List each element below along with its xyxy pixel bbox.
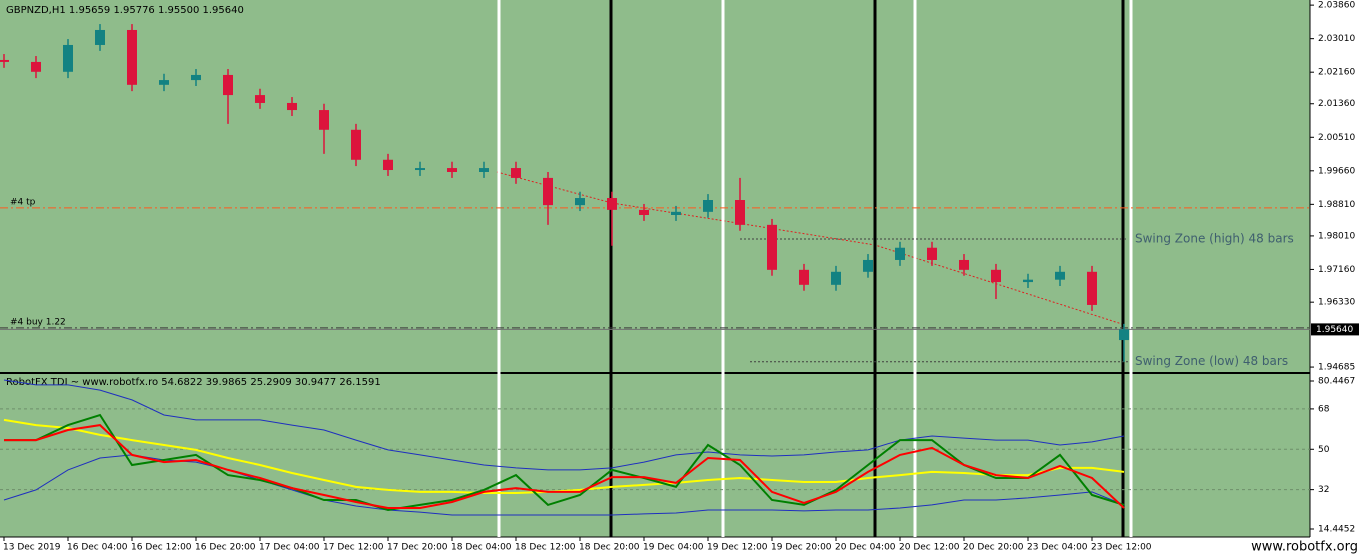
y-tick-label: 2.00510	[1318, 133, 1355, 143]
candle-body	[511, 168, 521, 178]
y-tick-label: 32	[1318, 485, 1329, 495]
candle-body	[351, 129, 361, 160]
candle-body	[799, 269, 809, 285]
y-tick-label: 1.97160	[1318, 265, 1355, 275]
x-tick-label: 17 Dec 12:00	[323, 543, 384, 553]
candle-body	[191, 74, 201, 81]
x-tick-label: 18 Dec 12:00	[515, 543, 576, 553]
candle-body	[1119, 329, 1129, 341]
y-tick-label: 1.98810	[1318, 200, 1355, 210]
candle-body	[607, 198, 617, 210]
candle-body	[31, 61, 41, 72]
order-label: #4 buy 1.22	[10, 317, 66, 327]
candle-body	[543, 177, 553, 206]
candle-body	[863, 259, 873, 272]
x-tick-label: 18 Dec 20:00	[579, 543, 640, 553]
candle-body	[575, 198, 585, 206]
y-tick-label: 2.03860	[1318, 1, 1355, 11]
y-tick-label: 2.03010	[1318, 34, 1355, 44]
indicator-line	[4, 413, 1125, 512]
candle-body	[1087, 271, 1097, 305]
x-tick-label: 19 Dec 20:00	[771, 543, 832, 553]
x-tick-label: 19 Dec 12:00	[707, 543, 768, 553]
candle-body	[95, 29, 105, 45]
symbol-header: GBPNZD,H1 1.95659 1.95776 1.95500 1.9564…	[6, 5, 244, 16]
x-tick-label: 20 Dec 04:00	[835, 543, 896, 553]
x-tick-label: 23 Dec 12:00	[1091, 543, 1152, 553]
candle-body	[703, 200, 713, 212]
y-tick-label: 1.94685	[1318, 363, 1355, 373]
candle-body	[63, 44, 73, 72]
price-panel	[0, 0, 1310, 372]
price-tag-label: 1.95640	[1316, 325, 1353, 335]
indicator-line	[3, 379, 1125, 471]
swing-zone-label: Swing Zone (high) 48 bars	[1135, 232, 1294, 246]
candle-body	[255, 95, 265, 103]
candle-body	[319, 110, 329, 130]
order-label: #4 tp	[10, 197, 36, 207]
y-tick-label: 2.01360	[1318, 99, 1355, 109]
indicator-line	[4, 424, 1125, 509]
candle-body	[127, 29, 137, 85]
candle-body	[223, 74, 233, 96]
candle-body	[159, 80, 169, 85]
swing-zone-label: Swing Zone (low) 48 bars	[1135, 354, 1288, 368]
candle-body	[735, 200, 745, 225]
candle-body	[0, 59, 9, 62]
candle-body	[415, 168, 425, 171]
y-tick-label: 14.4452	[1318, 525, 1355, 535]
x-tick-label: 18 Dec 04:00	[451, 543, 512, 553]
candle-body	[927, 247, 937, 260]
indicator-line	[3, 454, 1125, 516]
x-tick-label: 20 Dec 20:00	[963, 543, 1024, 553]
x-tick-label: 17 Dec 20:00	[387, 543, 448, 553]
price-tag	[1311, 323, 1359, 336]
x-tick-label: 13 Dec 2019	[3, 543, 61, 553]
indicator-title: RobotFX TDI ~ www.robotfx.ro 54.6822 39.…	[6, 377, 381, 388]
y-tick-label: 2.02160	[1318, 68, 1355, 78]
candle-body	[479, 168, 489, 172]
y-tick-label: 1.99660	[1318, 166, 1355, 176]
candle-body	[767, 224, 777, 270]
y-tick-label: 1.96330	[1318, 298, 1355, 308]
y-tick-label: 80.4467	[1318, 376, 1355, 386]
y-tick-label: 68	[1318, 404, 1330, 414]
x-tick-label: 16 Dec 04:00	[67, 543, 128, 553]
x-tick-label: 16 Dec 20:00	[195, 543, 256, 553]
candle-body	[447, 168, 457, 172]
x-tick-label: 19 Dec 04:00	[643, 543, 704, 553]
candle-body	[639, 209, 649, 215]
candle-body	[287, 102, 297, 111]
candle-body	[1023, 279, 1033, 283]
candle-body	[671, 211, 681, 215]
y-tick-label: 1.98010	[1318, 231, 1355, 241]
session-lines	[497, 0, 1133, 537]
candle-body	[895, 247, 905, 260]
candle-body	[959, 259, 969, 270]
y-tick-label: 50	[1318, 445, 1330, 455]
candle-body	[383, 159, 393, 171]
candle-body	[1055, 271, 1065, 280]
x-tick-label: 20 Dec 12:00	[899, 543, 960, 553]
candle-body	[991, 269, 1001, 283]
candle-body	[831, 271, 841, 285]
x-tick-label: 23 Dec 04:00	[1027, 543, 1088, 553]
watermark: www.robotfx.org	[1251, 540, 1358, 555]
x-tick-label: 17 Dec 04:00	[259, 543, 320, 553]
x-tick-label: 16 Dec 12:00	[131, 543, 192, 553]
